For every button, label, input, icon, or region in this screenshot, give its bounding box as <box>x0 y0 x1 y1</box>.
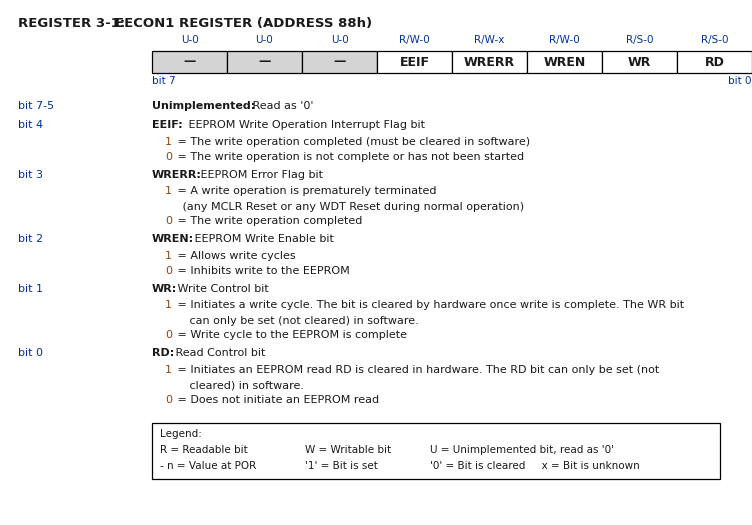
Text: Write Control bit: Write Control bit <box>174 284 268 294</box>
Text: EEPROM Write Enable bit: EEPROM Write Enable bit <box>191 235 334 245</box>
Text: 1: 1 <box>165 300 172 310</box>
Text: REGISTER 3-1:: REGISTER 3-1: <box>18 17 126 30</box>
Text: = Initiates an EEPROM read RD is cleared in hardware. The RD bit can only be set: = Initiates an EEPROM read RD is cleared… <box>174 365 660 375</box>
Text: R/W-x: R/W-x <box>475 35 505 45</box>
Bar <box>677 51 752 73</box>
Text: R = Readable bit: R = Readable bit <box>160 445 247 455</box>
Text: 0: 0 <box>165 216 172 226</box>
Text: WR:: WR: <box>152 284 177 294</box>
Text: can only be set (not cleared) in software.: can only be set (not cleared) in softwar… <box>165 316 419 326</box>
Text: bit 0: bit 0 <box>18 349 43 359</box>
Text: cleared) in software.: cleared) in software. <box>165 380 304 390</box>
Text: U-0: U-0 <box>331 35 348 45</box>
Text: Read Control bit: Read Control bit <box>172 349 265 359</box>
Text: bit 1: bit 1 <box>18 284 43 294</box>
Text: WR: WR <box>628 56 651 68</box>
Text: WREN:: WREN: <box>152 235 194 245</box>
Text: (any MCLR Reset or any WDT Reset during normal operation): (any MCLR Reset or any WDT Reset during … <box>165 202 524 212</box>
Text: RD: RD <box>705 56 724 68</box>
Bar <box>152 51 227 73</box>
Text: 0: 0 <box>165 395 172 405</box>
Text: —: — <box>183 56 196 68</box>
Text: EEPROM Error Flag bit: EEPROM Error Flag bit <box>197 170 323 180</box>
Text: 1: 1 <box>165 137 172 147</box>
Text: 1: 1 <box>165 251 172 261</box>
Text: 0: 0 <box>165 266 172 276</box>
Text: = Does not initiate an EEPROM read: = Does not initiate an EEPROM read <box>174 395 379 405</box>
Bar <box>302 51 377 73</box>
Text: 0: 0 <box>165 331 172 341</box>
Text: U = Unimplemented bit, read as '0': U = Unimplemented bit, read as '0' <box>430 445 614 455</box>
Bar <box>602 51 677 73</box>
Text: WRERR:: WRERR: <box>152 170 202 180</box>
Bar <box>227 51 302 73</box>
Text: = The write operation completed (must be cleared in software): = The write operation completed (must be… <box>174 137 530 147</box>
Bar <box>527 51 602 73</box>
Text: '1' = Bit is set: '1' = Bit is set <box>305 461 378 471</box>
Bar <box>452 51 527 73</box>
Text: EEPROM Write Operation Interrupt Flag bit: EEPROM Write Operation Interrupt Flag bi… <box>185 121 425 131</box>
Text: = A write operation is prematurely terminated: = A write operation is prematurely termi… <box>174 186 436 196</box>
Text: Unimplemented:: Unimplemented: <box>152 101 255 111</box>
Text: —: — <box>333 56 346 68</box>
Text: W = Writable bit: W = Writable bit <box>305 445 391 455</box>
Text: EECON1 REGISTER (ADDRESS 88h): EECON1 REGISTER (ADDRESS 88h) <box>115 17 372 30</box>
Text: = Inhibits write to the EEPROM: = Inhibits write to the EEPROM <box>174 266 350 276</box>
Text: = Allows write cycles: = Allows write cycles <box>174 251 296 261</box>
Text: Read as '0': Read as '0' <box>249 101 314 111</box>
Text: WREN: WREN <box>544 56 586 68</box>
Text: 1: 1 <box>165 365 172 375</box>
Text: 0: 0 <box>165 152 172 162</box>
Text: U-0: U-0 <box>256 35 274 45</box>
Text: U-0: U-0 <box>180 35 199 45</box>
Text: EEIF:: EEIF: <box>152 121 183 131</box>
Text: bit 0: bit 0 <box>729 76 752 86</box>
Text: = Initiates a write cycle. The bit is cleared by hardware once write is complete: = Initiates a write cycle. The bit is cl… <box>174 300 684 310</box>
Text: 1: 1 <box>165 186 172 196</box>
Text: WRERR: WRERR <box>464 56 515 68</box>
Text: bit 7: bit 7 <box>152 76 176 86</box>
Text: R/W-0: R/W-0 <box>399 35 430 45</box>
Text: = The write operation is not complete or has not been started: = The write operation is not complete or… <box>174 152 524 162</box>
Text: bit 7-5: bit 7-5 <box>18 101 54 111</box>
Text: '0' = Bit is cleared     x = Bit is unknown: '0' = Bit is cleared x = Bit is unknown <box>430 461 640 471</box>
Text: —: — <box>259 56 271 68</box>
Text: RD:: RD: <box>152 349 174 359</box>
Text: bit 3: bit 3 <box>18 170 43 180</box>
Bar <box>152 423 720 479</box>
Text: Legend:: Legend: <box>160 429 202 439</box>
Text: R/S-0: R/S-0 <box>701 35 728 45</box>
Text: - n = Value at POR: - n = Value at POR <box>160 461 256 471</box>
Text: EEIF: EEIF <box>399 56 429 68</box>
Text: bit 2: bit 2 <box>18 235 43 245</box>
Text: = The write operation completed: = The write operation completed <box>174 216 362 226</box>
Text: R/W-0: R/W-0 <box>549 35 580 45</box>
Text: = Write cycle to the EEPROM is complete: = Write cycle to the EEPROM is complete <box>174 331 407 341</box>
Text: R/S-0: R/S-0 <box>626 35 653 45</box>
Text: bit 4: bit 4 <box>18 121 43 131</box>
Bar <box>377 51 452 73</box>
